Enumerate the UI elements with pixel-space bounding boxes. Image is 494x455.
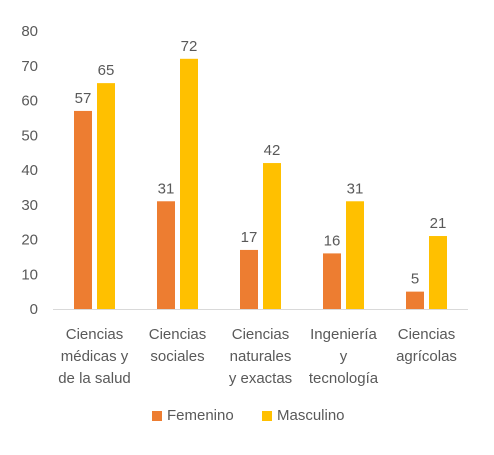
legend-swatch: [152, 411, 162, 421]
bar: [346, 201, 364, 309]
data-label: 21: [430, 215, 447, 232]
bar: [97, 83, 115, 309]
x-tick-label-line: y exactas: [229, 370, 292, 387]
x-tick-label-line: Ciencias: [149, 326, 207, 343]
legend-label: Femenino: [167, 407, 234, 424]
x-tick-label-line: tecnología: [309, 370, 379, 387]
y-tick-label: 10: [21, 266, 38, 283]
x-tick-label-line: Ciencias: [66, 326, 124, 343]
legend-item: Masculino: [262, 407, 345, 424]
data-label: 72: [181, 38, 198, 55]
data-label: 57: [75, 90, 92, 107]
x-tick-label-line: Ingeniería: [310, 326, 377, 343]
bar: [180, 58, 198, 309]
x-tick-label-line: Ciencias: [232, 326, 290, 343]
y-tick-label: 40: [21, 162, 38, 179]
bar-series-group: 57 31 17 16 5 65 72 42 31 21: [74, 38, 447, 309]
y-tick-label: 0: [30, 301, 38, 318]
x-tick-label: Ciencias naturales y exactas: [229, 326, 292, 387]
x-axis: Ciencias médicas y de la salud Ciencias soci…: [53, 309, 468, 387]
bar-series-femenino: 57 31 17 16 5: [74, 90, 424, 309]
x-tick-label: Ciencias agrícolas: [396, 326, 457, 365]
y-tick-label: 60: [21, 93, 38, 110]
x-tick-label-line: médicas y: [61, 348, 129, 365]
bar: [429, 236, 447, 309]
data-label: 17: [241, 229, 258, 246]
x-tick-label-line: Ciencias: [398, 326, 456, 343]
legend-swatch: [262, 411, 272, 421]
y-tick-label: 80: [21, 23, 38, 40]
x-tick-label-line: sociales: [150, 348, 204, 365]
data-label: 31: [158, 180, 175, 197]
bar: [323, 253, 341, 309]
y-tick-label: 70: [21, 58, 38, 75]
x-tick-label: Ciencias médicas y de la salud: [58, 326, 131, 387]
bar: [263, 163, 281, 309]
bar: [406, 291, 424, 309]
data-label: 5: [411, 271, 419, 288]
data-label: 65: [98, 62, 115, 79]
bar-series-masculino: 65 72 42 31 21: [97, 38, 447, 309]
bar: [157, 201, 175, 309]
y-tick-label: 20: [21, 232, 38, 249]
x-tick-label: Ciencias sociales: [149, 326, 207, 365]
data-label: 42: [264, 142, 281, 159]
chart-legend: Femenino Masculino: [152, 407, 345, 424]
y-axis: 0 10 20 30 40 50 60 70 80: [21, 23, 38, 318]
y-tick-label: 30: [21, 197, 38, 214]
bar: [240, 249, 258, 309]
data-label: 16: [324, 232, 341, 249]
y-tick-label: 50: [21, 127, 38, 144]
bar: [74, 110, 92, 309]
x-tick-label-line: y: [340, 348, 348, 365]
data-label: 31: [347, 180, 364, 197]
x-tick-label-line: naturales: [230, 348, 292, 365]
legend-item: Femenino: [152, 407, 234, 424]
x-tick-label-line: de la salud: [58, 370, 131, 387]
legend-label: Masculino: [277, 407, 345, 424]
x-tick-label-line: agrícolas: [396, 348, 457, 365]
x-tick-label: Ingeniería y tecnología: [309, 326, 379, 387]
